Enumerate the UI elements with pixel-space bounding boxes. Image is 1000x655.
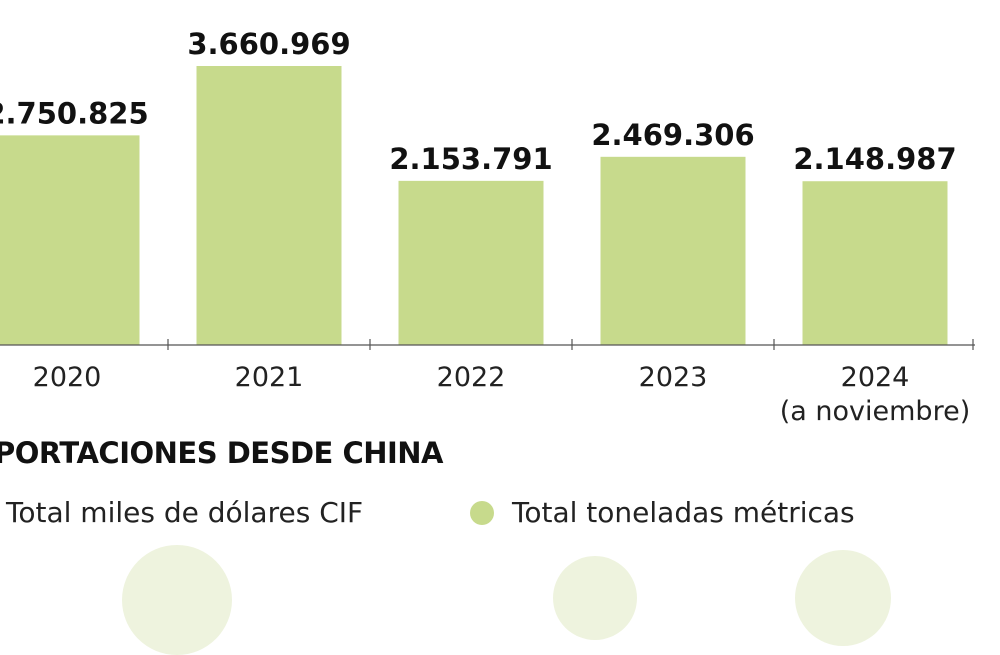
section-title: PORTACIONES DESDE CHINA bbox=[0, 436, 444, 470]
tick-note-2024: (a noviembre) bbox=[780, 396, 970, 427]
decorative-circle-icon bbox=[122, 545, 232, 655]
bar-chart: 2.750.825 2020 3.660.969 2021 2.153.791 2022 2… bbox=[0, 27, 975, 427]
tick-label-2023: 2023 bbox=[639, 362, 708, 393]
tick-label-2024: 2024 bbox=[841, 362, 910, 393]
decorative-circle-icon bbox=[553, 556, 637, 640]
value-label-2020: 2.750.825 bbox=[0, 96, 149, 130]
bar-2023 bbox=[600, 156, 746, 345]
circle-dot-icon bbox=[470, 500, 494, 525]
tick-label-2022: 2022 bbox=[437, 362, 506, 393]
tick-label-2020: 2020 bbox=[33, 362, 102, 393]
tick-label-2021: 2021 bbox=[235, 362, 304, 393]
bar-2024 bbox=[802, 181, 948, 345]
value-label-2024: 2.148.987 bbox=[793, 142, 956, 176]
bar-2021 bbox=[196, 66, 342, 345]
value-label-2023: 2.469.306 bbox=[591, 118, 754, 152]
legend-item-dollars: Total miles de dólares CIF bbox=[6, 496, 363, 529]
legend-label-tons: Total toneladas métricas bbox=[512, 496, 855, 529]
value-label-2022: 2.153.791 bbox=[389, 142, 552, 176]
bar-2022 bbox=[398, 180, 544, 345]
decorative-circle-icon bbox=[795, 550, 891, 646]
legend-item-tons: Total toneladas métricas bbox=[470, 496, 855, 529]
bar-2020 bbox=[0, 135, 140, 345]
value-label-2021: 3.660.969 bbox=[187, 27, 350, 61]
legend-label-dollars: Total miles de dólares CIF bbox=[6, 496, 364, 529]
